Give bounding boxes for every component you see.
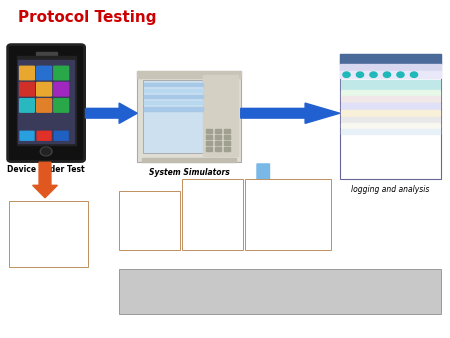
Bar (215, 147, 221, 151)
Bar (203, 75, 238, 156)
Text: Core specs

25.331, 25.321,
25.322, 24.008,
44.018, 44.060: Core specs 25.331, 25.321, 25.322, 24.00… (13, 204, 65, 241)
FancyBboxPatch shape (19, 98, 35, 113)
Polygon shape (241, 103, 340, 123)
FancyBboxPatch shape (36, 130, 52, 141)
Bar (224, 135, 230, 139)
Bar (215, 129, 221, 133)
Text: Device under Test: Device under Test (7, 165, 85, 174)
FancyBboxPatch shape (8, 45, 85, 162)
Bar (341, 80, 440, 89)
Circle shape (40, 147, 52, 156)
FancyBboxPatch shape (36, 98, 52, 113)
FancyBboxPatch shape (19, 66, 35, 80)
Bar (340, 54, 441, 64)
Bar (17, 56, 76, 145)
FancyBboxPatch shape (119, 269, 441, 314)
Bar (340, 54, 441, 179)
Bar (341, 96, 440, 102)
Bar (224, 141, 230, 145)
Bar (36, 52, 57, 56)
Bar (144, 83, 203, 86)
FancyBboxPatch shape (19, 82, 35, 97)
Circle shape (383, 72, 391, 77)
FancyBboxPatch shape (19, 130, 35, 141)
Text: Test
Requirement

34.123-2,
51.010-2: Test Requirement 34.123-2, 51.010-2 (123, 194, 166, 231)
Circle shape (397, 72, 404, 77)
Bar (143, 80, 205, 153)
FancyBboxPatch shape (54, 130, 69, 141)
FancyBboxPatch shape (53, 82, 69, 97)
Bar (206, 147, 212, 151)
Bar (137, 71, 241, 78)
Bar (224, 147, 230, 151)
Bar (341, 123, 440, 128)
Circle shape (370, 72, 377, 77)
Bar (18, 60, 74, 143)
FancyBboxPatch shape (119, 191, 180, 250)
Circle shape (41, 148, 50, 155)
Bar (224, 129, 230, 133)
Text: Test Cases
(TTCN)

34.123-3, 51.010-5: Test Cases (TTCN) 34.123-3, 51.010-5 (249, 182, 312, 212)
Bar (341, 90, 440, 96)
Polygon shape (33, 162, 58, 198)
Circle shape (410, 72, 418, 77)
Bar (137, 71, 241, 162)
FancyBboxPatch shape (53, 98, 69, 113)
Bar (142, 158, 236, 162)
Bar (341, 129, 440, 134)
FancyBboxPatch shape (36, 66, 52, 80)
FancyBboxPatch shape (245, 179, 331, 250)
Bar (341, 110, 440, 116)
FancyBboxPatch shape (53, 66, 69, 80)
Text: System Simulators: System Simulators (148, 168, 230, 177)
Bar (215, 141, 221, 145)
Bar (340, 71, 441, 78)
Bar (206, 141, 212, 145)
Bar (144, 89, 203, 92)
FancyBboxPatch shape (36, 82, 52, 97)
Polygon shape (250, 164, 276, 211)
FancyBboxPatch shape (182, 179, 243, 250)
Text: logging and analysis: logging and analysis (351, 185, 430, 194)
Polygon shape (86, 103, 137, 123)
Bar (206, 129, 212, 133)
Bar (341, 117, 440, 122)
Bar (215, 135, 221, 139)
Circle shape (343, 72, 350, 77)
FancyBboxPatch shape (9, 201, 88, 267)
Circle shape (356, 72, 364, 77)
Bar (144, 95, 203, 98)
Text: Protocol Testing: Protocol Testing (18, 10, 157, 25)
Bar (340, 64, 441, 71)
Bar (206, 135, 212, 139)
Bar (341, 103, 440, 109)
Text: Protocol Testing
GSM /GPRS Protocols: MM, CC, RR ,Physical Layer , RF & NAS
UMTS: Protocol Testing GSM /GPRS Protocols: MM… (124, 272, 352, 291)
Text: Test
Purposes,3
4.123-1
34.108,
51.010-1: Test Purposes,3 4.123-1 34.108, 51.010-1 (186, 182, 222, 219)
Bar (144, 101, 203, 104)
Bar (144, 107, 203, 111)
